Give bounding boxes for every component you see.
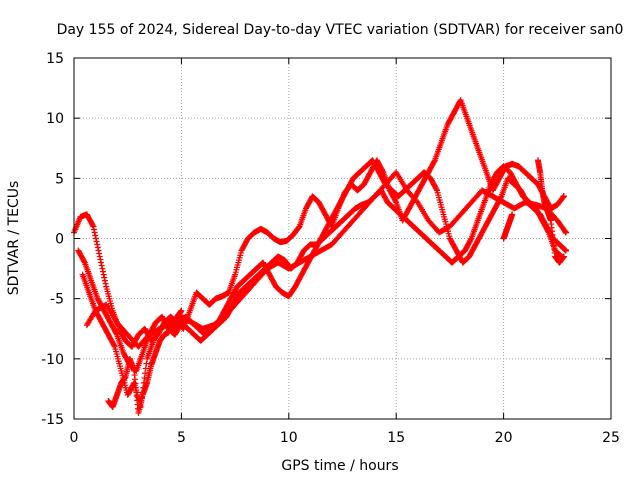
x-tick-label: 0 (70, 430, 79, 446)
y-tick-labels: -15 -10 -5 0 5 10 15 (41, 51, 64, 428)
y-tick-label: 0 (55, 232, 64, 248)
data-point (113, 330, 120, 337)
data-point (98, 259, 105, 266)
data-point (562, 229, 569, 236)
series-track-e (105, 157, 567, 416)
x-tick-label: 15 (387, 430, 405, 446)
y-tick-label: -10 (41, 352, 64, 368)
data-point (81, 258, 88, 265)
data-point (101, 274, 108, 281)
data-point (99, 268, 106, 275)
data-point (562, 246, 569, 253)
data-point (562, 247, 569, 254)
data-point (96, 253, 103, 260)
data-point (433, 186, 440, 193)
data-point (143, 360, 150, 367)
data-point (413, 198, 420, 205)
data-point (90, 223, 97, 230)
y-axis-label: SDTVAR / TECUs (6, 181, 22, 296)
data-point (92, 232, 99, 239)
y-tick-label: 10 (46, 111, 64, 127)
y-tick-label: -15 (41, 412, 64, 428)
data-point (178, 307, 185, 314)
data-point (467, 236, 474, 243)
data-point (98, 262, 105, 269)
data-point (111, 342, 118, 349)
data-point (295, 224, 302, 231)
data-point (99, 265, 106, 272)
x-tick-label: 25 (602, 430, 620, 446)
data-point (89, 222, 96, 229)
data-point (97, 256, 104, 263)
y-tick-label: -5 (50, 292, 64, 308)
data-point (95, 247, 102, 254)
data-point (561, 246, 568, 253)
data-point (102, 280, 109, 287)
data-point (94, 244, 101, 251)
data-point (560, 193, 567, 200)
x-axis-label: GPS time / hours (281, 458, 398, 474)
data-point (560, 253, 567, 260)
data-point (431, 158, 438, 165)
y-tick-label: 5 (55, 171, 64, 187)
y-tick-label: 15 (46, 51, 64, 67)
data-point (100, 271, 107, 278)
data-point (93, 238, 100, 245)
data-point (92, 235, 99, 242)
data-point (142, 370, 149, 377)
data-point (94, 241, 101, 248)
data-point (509, 211, 516, 218)
ticks (73, 57, 612, 420)
x-tick-label: 5 (177, 430, 186, 446)
data-point (560, 194, 567, 201)
x-tick-label: 10 (280, 430, 298, 446)
data-point (90, 226, 97, 233)
data-points (71, 97, 569, 416)
chart-title: Day 155 of 2024, Sidereal Day-to-day VTE… (57, 22, 624, 38)
x-tick-labels: 0 5 10 15 20 25 (70, 430, 620, 446)
data-point (91, 229, 98, 236)
data-point (101, 277, 108, 284)
x-tick-label: 20 (495, 430, 513, 446)
data-point (392, 198, 399, 205)
data-point (562, 228, 569, 235)
data-point (141, 375, 148, 382)
data-point (96, 250, 103, 257)
